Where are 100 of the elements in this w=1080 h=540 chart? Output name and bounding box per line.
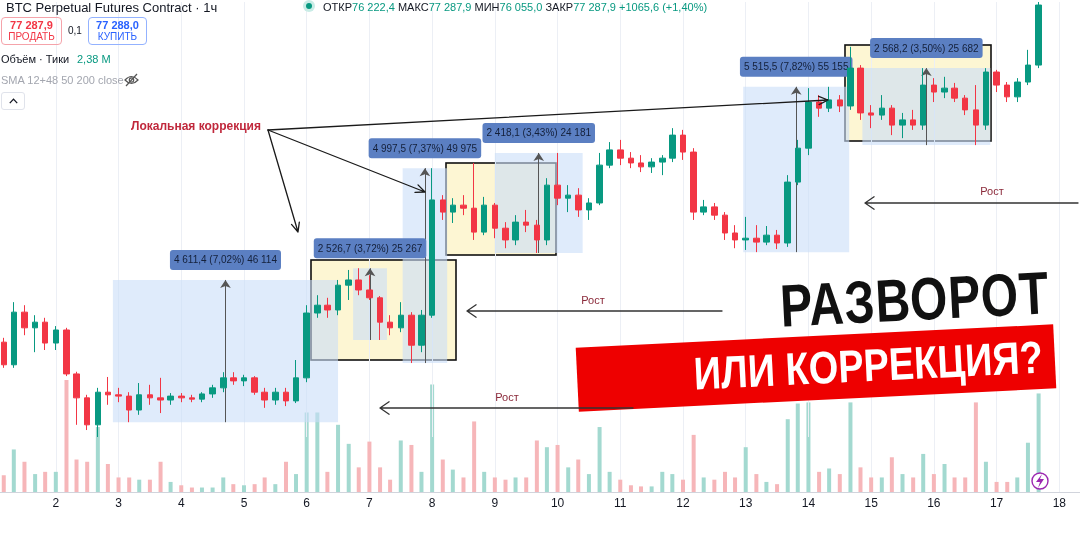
candlestick xyxy=(408,311,415,364)
candlestick xyxy=(763,225,770,246)
candlestick xyxy=(544,177,550,246)
x-tick-label: 7 xyxy=(366,496,374,510)
bar xyxy=(33,474,38,492)
candlestick xyxy=(324,297,331,319)
bar xyxy=(607,471,612,492)
candlestick xyxy=(418,309,425,353)
x-tick-label: 11 xyxy=(614,496,627,510)
bar xyxy=(879,477,884,492)
bar xyxy=(11,449,16,492)
bar xyxy=(116,477,121,492)
band-label: 5 515,5 (7,82%) 55 155 xyxy=(743,61,849,73)
annotation: Объём · Тики xyxy=(1,53,70,67)
band-label: 4 997,5 (7,37%) 49 975 xyxy=(372,142,478,154)
bar xyxy=(795,403,800,492)
candlestick xyxy=(784,174,791,248)
candlestick xyxy=(314,294,321,319)
candlestick xyxy=(931,77,937,103)
bar xyxy=(147,479,152,492)
bar xyxy=(440,459,445,492)
candlestick xyxy=(512,214,519,246)
bar xyxy=(858,467,863,492)
candlestick xyxy=(1,337,7,369)
candlestick xyxy=(345,269,352,301)
candlestick xyxy=(209,384,216,399)
bar xyxy=(315,412,320,492)
bar xyxy=(304,412,309,492)
bar xyxy=(398,440,403,492)
bar xyxy=(409,444,414,492)
candlestick xyxy=(617,139,624,166)
x-tick-label: 6 xyxy=(303,496,311,510)
bar xyxy=(1005,481,1010,492)
bar xyxy=(900,474,905,492)
bar xyxy=(712,479,717,492)
band-label: 2 418,1 (3,43%) 24 181 xyxy=(486,127,592,139)
bar xyxy=(524,477,529,492)
bar xyxy=(733,477,738,492)
candlestick xyxy=(387,314,393,336)
bar xyxy=(931,474,936,492)
candlestick xyxy=(230,371,237,386)
bar xyxy=(994,481,999,492)
candlestick xyxy=(711,202,718,221)
bar xyxy=(723,471,728,492)
bar xyxy=(419,471,424,492)
candlestick xyxy=(355,267,362,296)
annotation: ОТКР76 222,4 МАКС77 287,9 МИН76 055,0 ЗАКР77 287,9 +1065,6 (+1,40%) xyxy=(323,1,708,13)
candlestick xyxy=(795,139,801,186)
bar xyxy=(628,485,633,492)
bar xyxy=(85,461,90,492)
x-tick-label: 13 xyxy=(739,496,753,510)
bar xyxy=(356,467,361,492)
annotation: 2,38 M xyxy=(77,53,111,67)
annotation: Локальная коррекция xyxy=(131,119,261,134)
bar xyxy=(544,447,549,492)
bar xyxy=(983,461,988,492)
bar xyxy=(597,427,602,492)
candlestick xyxy=(1014,77,1021,103)
candlestick xyxy=(21,304,28,336)
candlestick xyxy=(847,46,854,111)
bar xyxy=(450,469,455,492)
bar xyxy=(168,481,173,492)
bar xyxy=(534,440,539,492)
candlestick xyxy=(115,387,122,403)
candlestick xyxy=(1025,49,1031,86)
x-tick-label: 14 xyxy=(801,496,816,510)
bar xyxy=(618,479,623,492)
candlestick xyxy=(805,87,812,156)
candlestick xyxy=(471,162,477,241)
bar xyxy=(252,484,257,492)
bar xyxy=(1,475,6,492)
candlestick xyxy=(920,67,926,131)
bar xyxy=(378,467,383,492)
bar xyxy=(638,486,643,492)
candlestick xyxy=(951,82,958,103)
bar xyxy=(127,477,132,492)
candlestick xyxy=(293,359,299,404)
bar xyxy=(221,477,226,492)
candlestick xyxy=(1035,1,1042,69)
bar xyxy=(973,402,978,492)
candlestick xyxy=(523,209,529,233)
x-tick-label: 8 xyxy=(428,496,436,510)
bar xyxy=(1015,477,1020,492)
bar xyxy=(691,434,696,492)
candlestick xyxy=(962,94,968,116)
bar xyxy=(942,464,947,492)
bar xyxy=(367,441,372,492)
bar xyxy=(1025,442,1030,492)
bar xyxy=(64,380,69,492)
candlestick xyxy=(669,127,676,163)
bar xyxy=(74,459,79,492)
candlestick xyxy=(816,94,822,118)
bar xyxy=(513,477,518,492)
candlestick xyxy=(440,194,446,221)
candlestick xyxy=(272,387,279,406)
candlestick xyxy=(481,196,487,236)
x-tick-label: 16 xyxy=(927,496,941,510)
bar xyxy=(158,461,163,492)
bar xyxy=(701,477,706,492)
bar xyxy=(294,474,299,492)
